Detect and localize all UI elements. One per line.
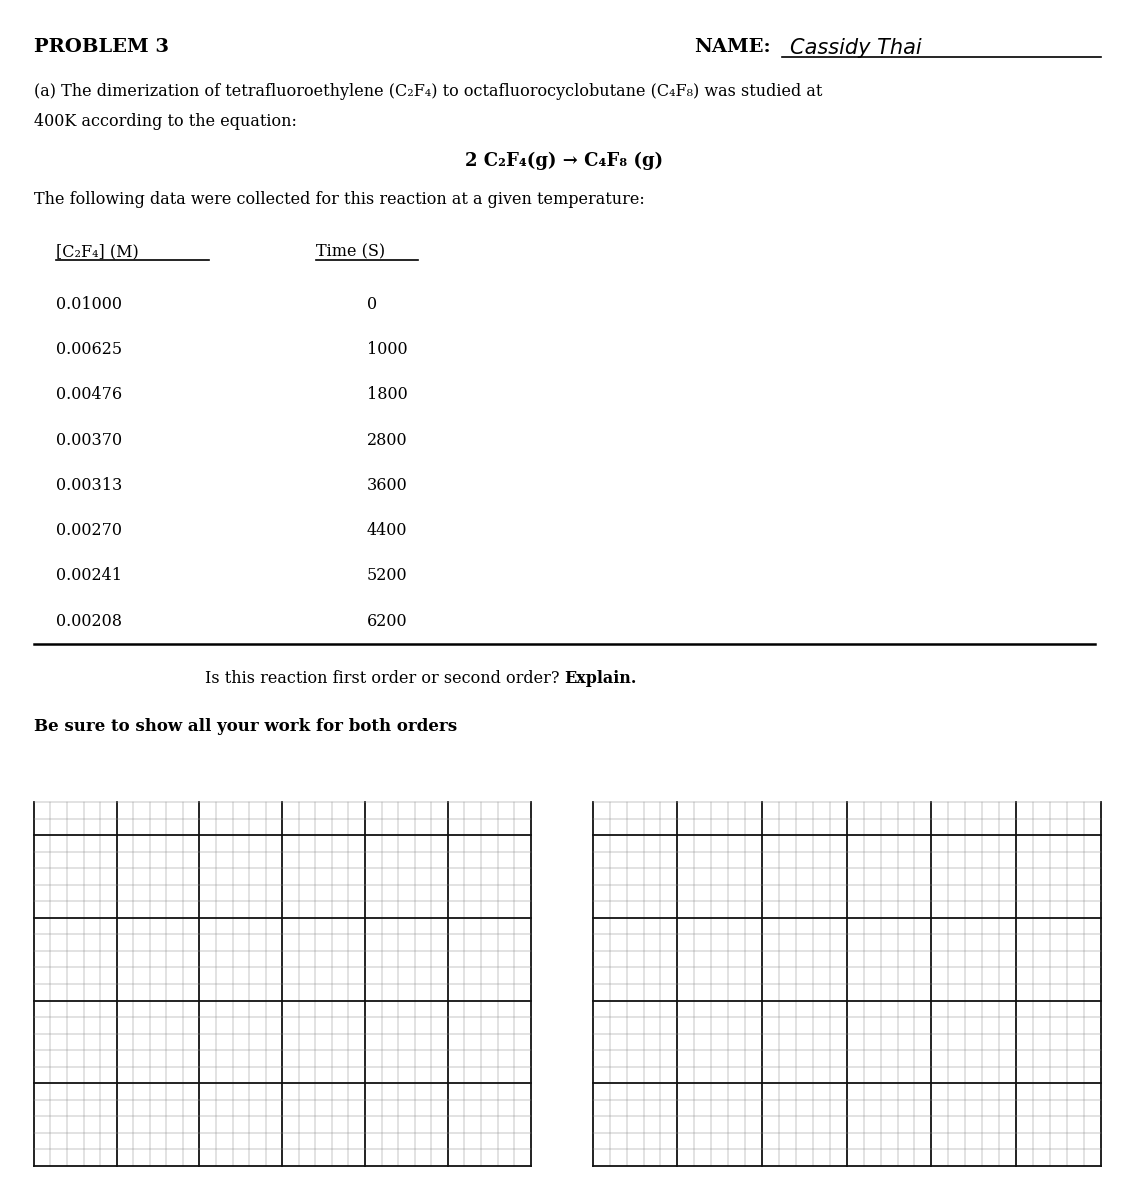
Text: 0.00370: 0.00370 [56,432,123,448]
Text: 2800: 2800 [367,432,408,448]
Text: Is this reaction first order or second order?: Is this reaction first order or second o… [204,670,564,687]
Text: 3600: 3600 [367,477,408,493]
Text: 4400: 4400 [367,522,408,539]
Text: PROBLEM 3: PROBLEM 3 [34,38,169,56]
Text: 0.00208: 0.00208 [56,613,122,629]
Text: (a) The dimerization of tetrafluoroethylene (C₂F₄) to octafluorocyclobutane (C₄F: (a) The dimerization of tetrafluoroethyl… [34,83,822,100]
Text: Be sure to show all your work for both orders: Be sure to show all your work for both o… [34,718,457,734]
Text: Time (S): Time (S) [316,243,385,260]
Text: 0: 0 [367,296,377,312]
Text: 1800: 1800 [367,386,408,403]
Text: 0.00625: 0.00625 [56,341,123,358]
Text: 0.01000: 0.01000 [56,296,122,312]
Text: Explain.: Explain. [564,670,637,687]
Text: The following data were collected for this reaction at a given temperature:: The following data were collected for th… [34,191,645,207]
Text: 0.00241: 0.00241 [56,567,122,584]
Text: 5200: 5200 [367,567,408,584]
Text: 0.00476: 0.00476 [56,386,123,403]
Text: 0.00313: 0.00313 [56,477,123,493]
Text: NAME:: NAME: [694,38,771,56]
Text: 400K according to the equation:: 400K according to the equation: [34,113,297,130]
Text: 6200: 6200 [367,613,408,629]
Text: 1000: 1000 [367,341,408,358]
Text: Cassidy Thai: Cassidy Thai [790,38,922,58]
Text: [C₂F₄] (M): [C₂F₄] (M) [56,243,139,260]
Text: 2 C₂F₄(g) → C₄F₈ (g): 2 C₂F₄(g) → C₄F₈ (g) [465,151,664,169]
Text: 0.00270: 0.00270 [56,522,122,539]
